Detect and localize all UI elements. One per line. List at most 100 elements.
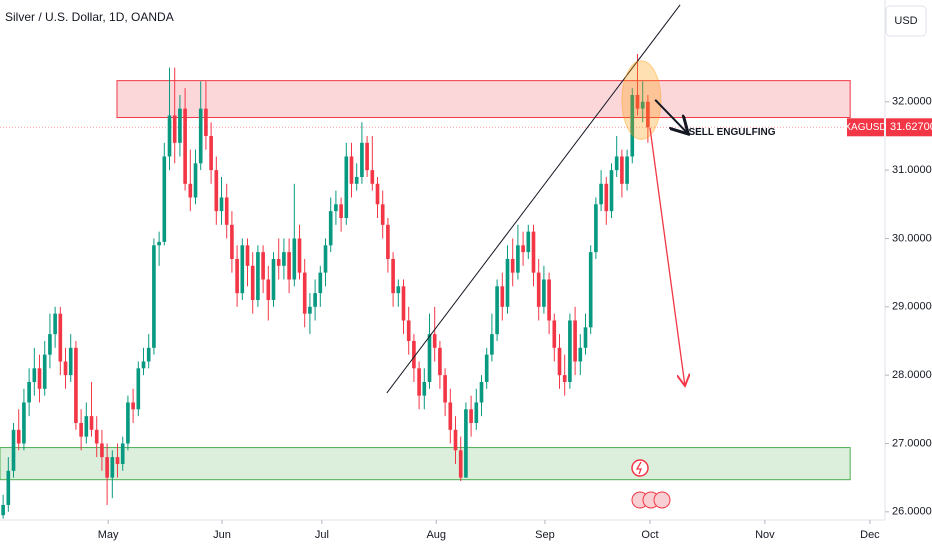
candle-body: [562, 375, 567, 382]
candle-body: [396, 286, 401, 294]
currency-button[interactable]: [885, 5, 927, 37]
candle-body: [547, 279, 551, 321]
candle-body: [453, 429, 458, 451]
candle-body: [609, 170, 614, 212]
candle-body: [209, 135, 213, 171]
candle-body: [495, 286, 499, 335]
candle-body: [105, 457, 109, 478]
candle-body: [276, 258, 281, 266]
zone: [0, 447, 851, 481]
candle-body: [422, 381, 427, 396]
arrow: [654, 99, 687, 133]
candle-body: [323, 245, 328, 273]
candle-body: [230, 224, 234, 259]
x-tick-label: Dec: [860, 529, 880, 541]
candle-body: [204, 108, 208, 136]
candle-body: [16, 429, 21, 444]
candle-body: [339, 204, 343, 218]
candle-body: [630, 94, 635, 157]
candle-body: [126, 402, 130, 444]
candle-body: [542, 279, 546, 307]
candle-body: [365, 142, 369, 171]
candle-body: [235, 258, 239, 294]
candle-body: [578, 347, 583, 362]
candle-body: [89, 416, 94, 430]
candle-body: [640, 101, 645, 109]
candle-body: [152, 245, 156, 348]
candle-body: [344, 156, 349, 218]
candle-body: [6, 470, 11, 505]
currency[interactable]: USD: [894, 15, 917, 27]
candle-body: [391, 258, 395, 294]
candle-body: [11, 429, 16, 471]
y-tick-label: 31.00000: [892, 164, 932, 176]
candle-body: [120, 443, 125, 464]
candle-body: [162, 156, 167, 242]
candle-body: [334, 204, 338, 212]
candle-body: [287, 252, 291, 280]
candle-body: [484, 354, 489, 382]
candle-body: [266, 279, 271, 300]
candle-body: [427, 334, 432, 382]
candle-body: [1, 504, 5, 516]
y-tick-label: 28.00000: [892, 369, 932, 381]
candle-body: [412, 340, 416, 369]
candle-body: [292, 238, 297, 280]
candle-body: [557, 347, 562, 376]
candle-body: [240, 245, 245, 294]
candle-body: [198, 108, 203, 164]
candle-body: [360, 142, 364, 177]
x-tick-label: Sep: [535, 529, 555, 541]
candle-body: [406, 320, 411, 341]
candle-body: [588, 252, 593, 328]
candle-body: [193, 163, 198, 198]
symbol-label-bg: [847, 118, 884, 137]
candle-body: [531, 231, 536, 273]
candle-body: [302, 272, 307, 314]
candle-body: [536, 272, 541, 307]
candle-body: [250, 265, 255, 300]
candle-body: [464, 409, 468, 478]
candle-body: [604, 183, 609, 212]
candle-body: [94, 429, 99, 444]
x-tick-label: Aug: [426, 529, 446, 541]
plot-area: SELL ENGULFING: [0, 4, 885, 519]
candle-body: [157, 241, 161, 246]
candle-body: [328, 211, 333, 246]
candle-body: [370, 170, 375, 184]
candle-body: [271, 258, 276, 300]
candle-body: [136, 368, 141, 410]
candle-body: [375, 183, 380, 205]
candle-body: [131, 402, 135, 410]
candle-body: [583, 327, 588, 348]
price-label-bg: [886, 118, 932, 137]
candle-body: [313, 293, 317, 307]
candle-body: [568, 320, 572, 382]
candle-body: [256, 252, 260, 300]
candle-body: [526, 231, 531, 253]
annotation: SELL ENGULFING: [688, 127, 775, 138]
candle-body: [100, 443, 104, 458]
candle-body: [219, 197, 224, 212]
candle-body: [172, 115, 177, 143]
candle-body: [474, 402, 479, 423]
candle-body: [282, 252, 286, 266]
candle-body: [27, 381, 31, 403]
candle-body: [354, 176, 359, 184]
candle-body: [490, 334, 494, 355]
trendline: [386, 4, 681, 394]
candle-body: [443, 375, 447, 403]
candle-body: [141, 361, 146, 369]
candle-body: [646, 101, 650, 128]
candle-body: [53, 313, 57, 335]
candle-body: [573, 320, 577, 362]
candle-body: [214, 170, 219, 212]
candle-body: [500, 286, 505, 307]
candle-body: [620, 156, 624, 184]
candle-body: [448, 402, 453, 430]
candle-body: [505, 258, 510, 307]
candle-body: [599, 183, 603, 205]
x-tick-label: May: [98, 529, 119, 541]
candle-body: [178, 108, 182, 143]
candle-body: [380, 204, 385, 225]
